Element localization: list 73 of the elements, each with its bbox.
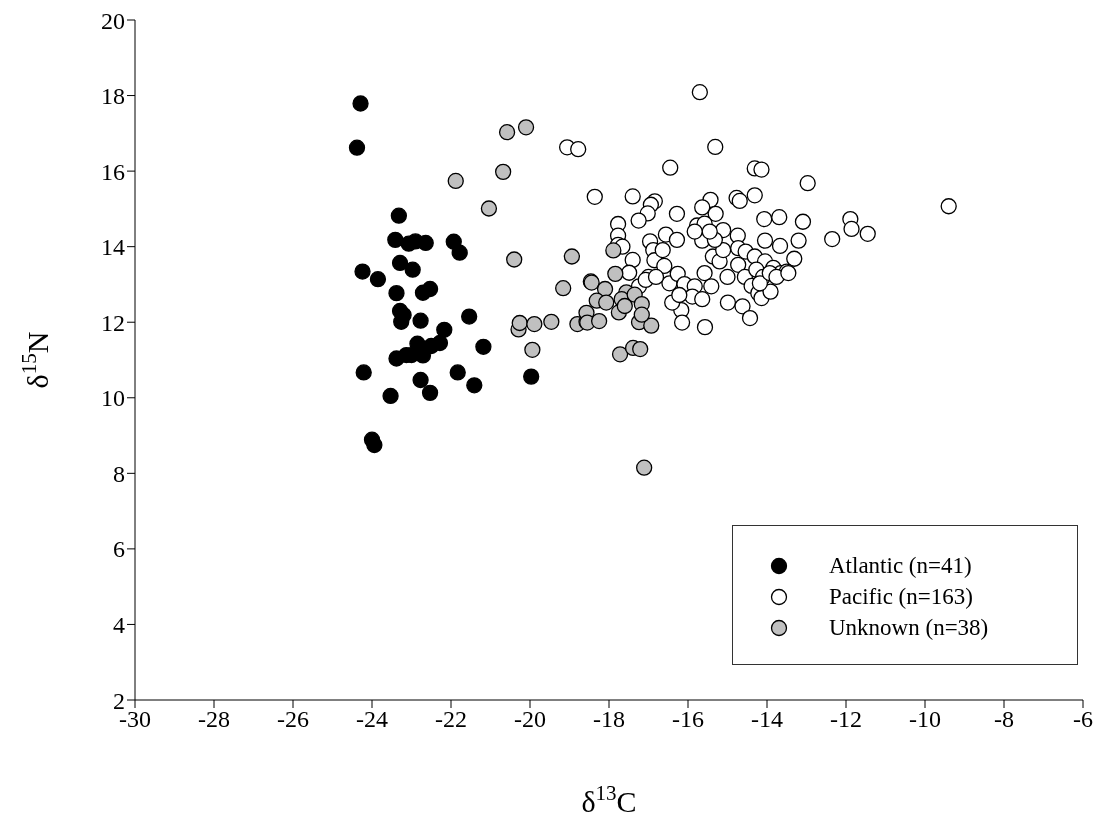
- x-tick-label: -18: [593, 706, 625, 733]
- point: [388, 284, 405, 302]
- point: [498, 124, 516, 141]
- legend-label: Unknown (n=38): [829, 614, 989, 642]
- point: [369, 271, 387, 288]
- x-tick-label: -6: [1073, 706, 1093, 733]
- x-axis-title: δ$^{13}$C: [581, 781, 637, 818]
- point: [607, 265, 624, 283]
- x-tick-label: -24: [356, 706, 388, 733]
- point: [480, 200, 498, 217]
- point: [526, 315, 543, 333]
- point: [616, 297, 633, 315]
- y-tick-label: 8: [113, 460, 125, 487]
- point: [421, 280, 439, 298]
- x-tick-label: -10: [909, 706, 941, 733]
- x-tick-label: -22: [435, 706, 467, 733]
- point: [475, 338, 492, 355]
- point: [590, 312, 608, 330]
- point: [412, 371, 429, 389]
- x-tick-label: -12: [830, 706, 862, 733]
- y-tick-label: 10: [101, 385, 125, 412]
- x-tick-label: -16: [672, 706, 704, 733]
- y-tick-label: 4: [113, 611, 125, 638]
- point: [354, 263, 371, 280]
- point: [423, 337, 440, 355]
- point: [449, 364, 466, 381]
- point: [348, 139, 366, 156]
- point: [451, 244, 468, 261]
- x-tick-label: -14: [751, 706, 783, 733]
- point: [494, 163, 512, 181]
- point: [391, 254, 409, 272]
- legend-label: Atlantic (n=41): [829, 552, 972, 580]
- y-tick-label: 14: [101, 234, 125, 261]
- point: [436, 321, 453, 338]
- y-tick-label: 6: [113, 536, 125, 563]
- point: [466, 377, 483, 394]
- x-tick-label: -28: [198, 706, 230, 733]
- point: [461, 308, 478, 325]
- point: [598, 294, 615, 311]
- y-tick-label: 20: [101, 7, 125, 34]
- point: [605, 242, 622, 259]
- point: [511, 314, 528, 332]
- point: [506, 251, 523, 268]
- point: [596, 280, 614, 298]
- point: [352, 95, 369, 112]
- point: [447, 172, 464, 190]
- point: [390, 207, 408, 224]
- point: [524, 341, 541, 358]
- point: [387, 231, 404, 249]
- point: [611, 346, 629, 363]
- point: [555, 280, 572, 297]
- point: [355, 364, 372, 381]
- legend-label: Pacific (n=163): [829, 583, 973, 611]
- point: [421, 384, 439, 402]
- point: [643, 317, 660, 334]
- point: [563, 248, 581, 265]
- point: [517, 119, 535, 136]
- x-tick-label: -8: [994, 706, 1014, 733]
- point: [404, 261, 421, 278]
- point: [417, 234, 434, 252]
- point: [632, 340, 649, 358]
- x-tick-label: -20: [514, 706, 546, 733]
- point: [636, 459, 653, 476]
- y-tick-label: 2: [113, 687, 125, 714]
- y-tick-label: 12: [101, 309, 125, 336]
- y-tick-label: 18: [101, 83, 125, 110]
- point: [412, 312, 429, 329]
- x-tick-label: -26: [277, 706, 309, 733]
- point: [543, 313, 560, 330]
- y-tick-label: 16: [101, 158, 125, 185]
- point: [523, 368, 540, 385]
- point: [382, 387, 399, 405]
- point: [633, 306, 650, 323]
